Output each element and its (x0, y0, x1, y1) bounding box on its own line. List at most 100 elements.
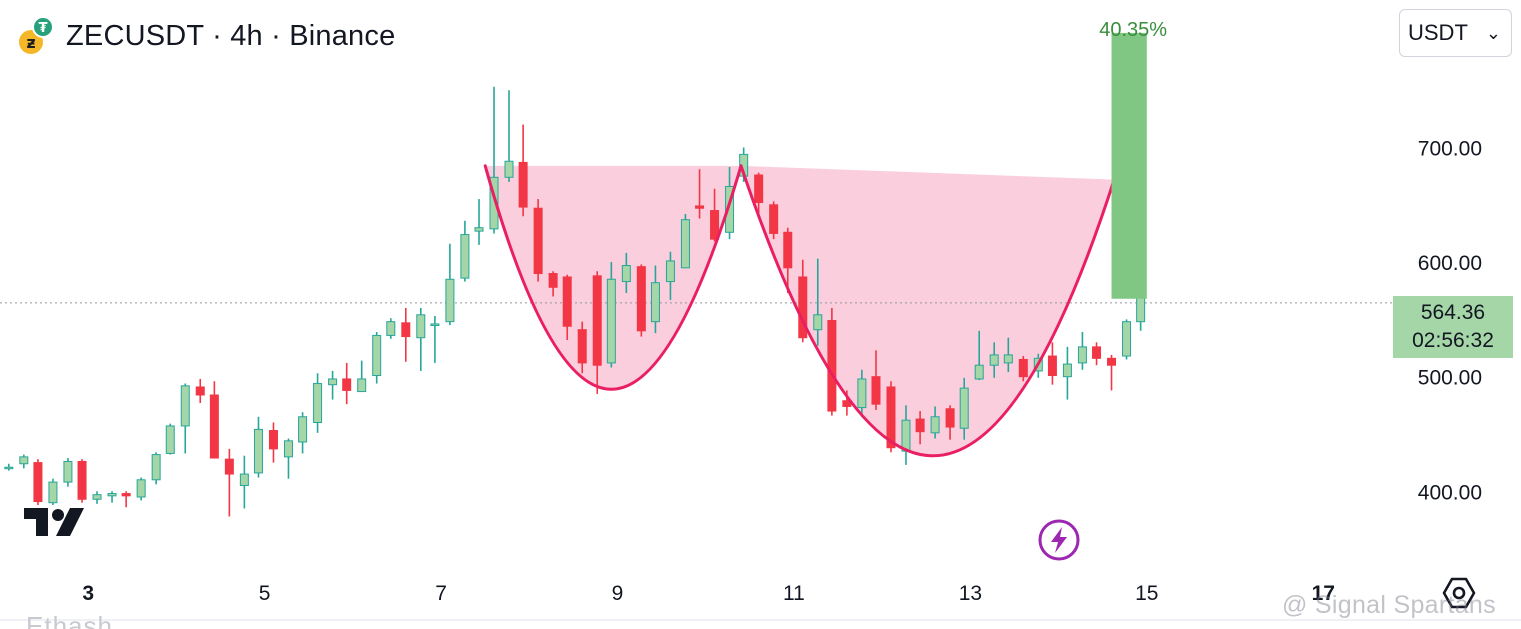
svg-text:ƶ: ƶ (26, 33, 35, 52)
candle[interactable] (769, 204, 779, 234)
candle[interactable] (342, 378, 352, 391)
candle[interactable] (195, 386, 205, 396)
x-axis-tick-label: 5 (259, 582, 271, 605)
candle[interactable] (386, 321, 396, 336)
currency-dropdown[interactable]: USDT ⌄ (1399, 9, 1512, 57)
tradingview-logo-icon[interactable] (22, 504, 86, 543)
candle[interactable] (489, 176, 499, 230)
candle[interactable] (665, 260, 675, 283)
x-axis-tick-label: 7 (435, 582, 447, 605)
candle[interactable] (886, 386, 896, 449)
candle[interactable] (151, 454, 161, 481)
zcash-tether-coin-icon: ƶ ₮ (18, 16, 58, 56)
candle[interactable] (77, 460, 87, 500)
candle[interactable] (577, 329, 587, 364)
candle[interactable] (754, 174, 764, 203)
candle[interactable] (180, 385, 190, 427)
candle[interactable] (283, 440, 293, 458)
candle[interactable] (1077, 346, 1087, 364)
candle[interactable] (621, 265, 631, 283)
candle[interactable] (725, 185, 735, 233)
candle[interactable] (798, 276, 808, 339)
candle[interactable] (636, 266, 646, 332)
candle[interactable] (4, 466, 14, 470)
x-axis-tick-label: 13 (959, 582, 982, 605)
footer-caption: Ethash (26, 611, 113, 629)
candle[interactable] (430, 323, 440, 326)
y-axis-tick-label: 500.00 (1418, 367, 1482, 390)
candle[interactable] (1003, 354, 1013, 364)
candle[interactable] (416, 314, 426, 339)
candle[interactable] (548, 273, 558, 288)
watermark: @ Signal Spartans (1282, 591, 1496, 620)
chart-header: ƶ ₮ ZECUSDT · 4h · Binance (18, 14, 395, 58)
gear-icon[interactable] (1441, 576, 1477, 615)
candle[interactable] (239, 473, 249, 487)
candle[interactable] (915, 418, 925, 433)
candle[interactable] (695, 205, 705, 209)
candle[interactable] (328, 378, 338, 386)
candle[interactable] (783, 231, 793, 269)
candle[interactable] (460, 234, 470, 279)
candle[interactable] (1047, 355, 1057, 377)
candle[interactable] (313, 383, 323, 423)
candle[interactable] (1122, 321, 1132, 357)
candle[interactable] (533, 207, 543, 275)
candle[interactable] (372, 334, 382, 377)
lightning-icon[interactable] (1037, 518, 1081, 567)
candle[interactable] (518, 161, 528, 208)
candle[interactable] (445, 278, 455, 323)
symbol-title[interactable]: ZECUSDT · 4h · Binance (66, 19, 396, 52)
candle[interactable] (827, 320, 837, 412)
candle[interactable] (1092, 346, 1102, 359)
candle[interactable] (19, 456, 29, 465)
candle[interactable] (871, 376, 881, 405)
candle[interactable] (680, 219, 690, 269)
candle[interactable] (92, 494, 102, 500)
cup-curve-1[interactable] (483, 164, 743, 391)
bar-countdown: 02:56:32 (1412, 329, 1494, 352)
target-projection-box[interactable] (1111, 32, 1147, 299)
cup-curve-2[interactable] (739, 164, 1116, 458)
y-axis-tick-label: 400.00 (1418, 481, 1482, 504)
candle[interactable] (474, 227, 484, 232)
candle[interactable] (857, 378, 867, 409)
candle[interactable] (945, 408, 955, 428)
x-axis-tick-label: 15 (1135, 582, 1158, 605)
x-axis-tick-label: 11 (783, 582, 805, 605)
candle[interactable] (357, 378, 367, 393)
y-axis-tick-label: 600.00 (1418, 252, 1482, 275)
candle[interactable] (710, 210, 720, 240)
candle[interactable] (901, 419, 911, 452)
candle[interactable] (253, 428, 263, 474)
candle[interactable] (33, 462, 43, 503)
candle[interactable] (209, 394, 219, 459)
candle[interactable] (63, 460, 73, 483)
candle[interactable] (959, 387, 969, 429)
x-axis-tick-label: 3 (82, 582, 94, 605)
candle[interactable] (504, 160, 514, 178)
candle[interactable] (606, 278, 616, 364)
candle[interactable] (562, 276, 572, 327)
candle[interactable] (989, 354, 999, 366)
candle[interactable] (165, 425, 175, 454)
candle[interactable] (401, 322, 411, 338)
candle[interactable] (974, 364, 984, 380)
candle[interactable] (1018, 358, 1028, 378)
candle[interactable] (121, 493, 131, 497)
candle[interactable] (592, 275, 602, 366)
candle[interactable] (930, 416, 940, 434)
candle[interactable] (268, 430, 278, 450)
candle[interactable] (136, 479, 146, 498)
candle[interactable] (813, 314, 823, 331)
candle[interactable] (48, 481, 58, 504)
candle[interactable] (224, 458, 234, 475)
candle[interactable] (1107, 357, 1117, 366)
candle[interactable] (1062, 363, 1072, 378)
y-axis-tick-label: 700.00 (1418, 138, 1482, 161)
candle[interactable] (107, 493, 117, 497)
last-price-badge: 564.36 02:56:32 (1393, 296, 1513, 358)
candle[interactable] (650, 282, 660, 323)
candle[interactable] (298, 416, 308, 443)
